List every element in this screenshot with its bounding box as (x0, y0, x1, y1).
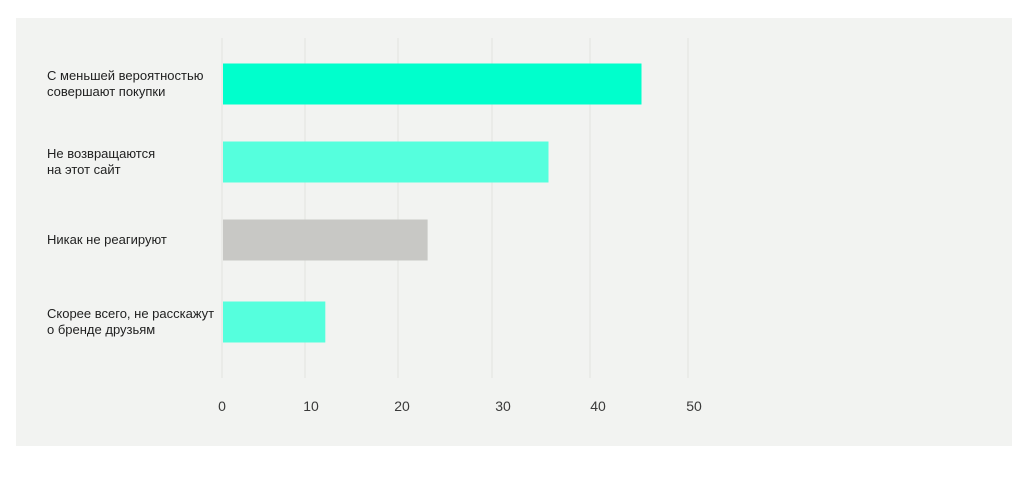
x-tick-label: 10 (303, 398, 319, 414)
bar (223, 63, 642, 105)
x-tick-label: 20 (394, 398, 410, 414)
x-tick-label: 30 (495, 398, 511, 414)
category-label: Не возвращаются на этот сайт (47, 146, 156, 177)
bar (223, 141, 549, 183)
category-label: Никак не реагируют (47, 232, 167, 247)
bar (223, 301, 326, 343)
x-tick-label: 40 (590, 398, 606, 414)
category-label: Скорее всего, не расскажут о бренде друз… (47, 306, 215, 337)
category-label: С меньшей вероятностью совершают покупки (47, 68, 204, 99)
bar (223, 219, 428, 261)
x-tick-label: 50 (686, 398, 702, 414)
x-tick-label: 0 (218, 398, 226, 414)
